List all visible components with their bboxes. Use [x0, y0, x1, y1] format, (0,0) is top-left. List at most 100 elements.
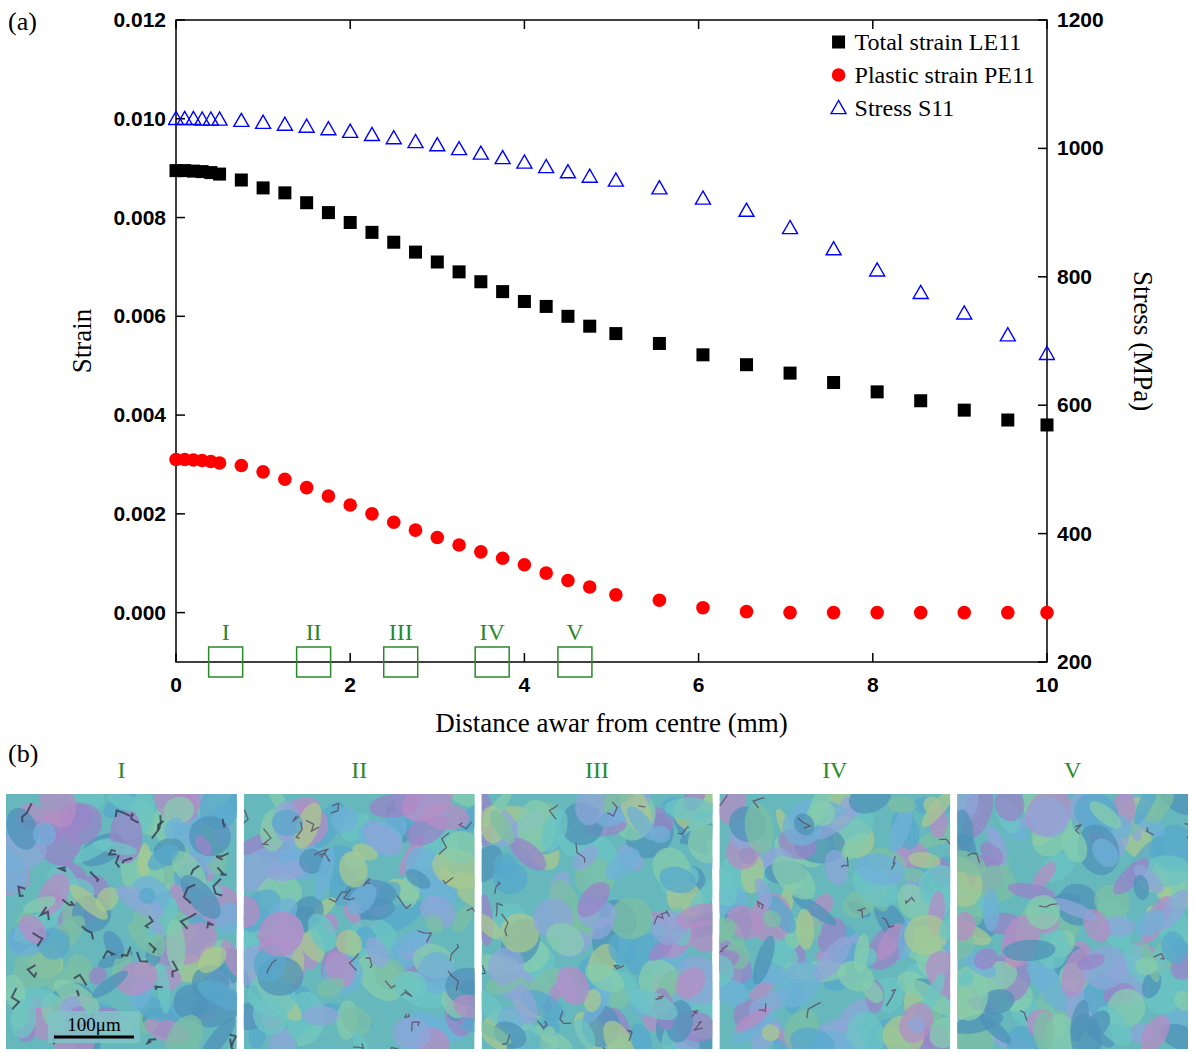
grain-boundary	[753, 798, 764, 808]
point	[387, 236, 400, 249]
x-tick	[1046, 653, 1048, 662]
grain-boundary	[967, 853, 979, 863]
point	[430, 138, 445, 151]
grain-boundary	[654, 914, 663, 924]
point	[386, 131, 401, 144]
grain	[571, 876, 616, 923]
grain-boundary	[217, 867, 226, 875]
point	[321, 122, 336, 135]
series	[169, 453, 1054, 620]
micrograph-label: I	[117, 757, 125, 783]
point	[561, 574, 575, 588]
region-label: IV	[480, 619, 506, 645]
y-tick-label: 0.006	[113, 304, 166, 327]
grain	[586, 912, 619, 944]
grain-boundary	[660, 911, 669, 917]
grain-boundary	[391, 1048, 398, 1049]
grain	[485, 806, 520, 847]
point	[561, 310, 574, 323]
grain-boundary	[906, 897, 915, 903]
grain	[193, 974, 237, 1017]
x-tick	[698, 653, 700, 662]
point	[473, 146, 488, 159]
region-box	[297, 647, 331, 677]
grain-boundary	[116, 810, 131, 817]
grain	[155, 962, 172, 1015]
grain	[674, 899, 713, 932]
grain-boundary	[91, 871, 98, 881]
grain-boundary	[502, 914, 509, 937]
grain	[394, 794, 460, 830]
grain	[186, 813, 235, 860]
x-tick	[349, 653, 351, 662]
grain	[1130, 794, 1164, 827]
grain-boundary	[293, 816, 299, 822]
grain-boundary	[1075, 825, 1081, 834]
grain-boundary	[306, 820, 319, 831]
grain	[1074, 938, 1135, 998]
grain	[669, 961, 711, 1005]
point	[871, 385, 884, 398]
grain	[8, 997, 38, 1039]
point	[256, 115, 271, 128]
y-tick	[176, 217, 185, 219]
grain-boundary	[172, 961, 177, 977]
grain	[749, 933, 780, 986]
point	[213, 456, 227, 470]
grain	[349, 1029, 377, 1049]
grain-boundary	[103, 951, 113, 958]
y2-tick	[1038, 276, 1047, 278]
grain-boundary	[614, 966, 624, 969]
point	[277, 117, 292, 130]
x-tick-label: 4	[519, 673, 531, 696]
grain	[540, 916, 590, 963]
point	[583, 580, 597, 594]
grain	[623, 982, 682, 1026]
grain	[249, 902, 313, 966]
point	[784, 367, 797, 380]
grain	[1087, 833, 1124, 872]
point	[344, 216, 357, 229]
grain	[917, 794, 950, 831]
grain-boundary	[467, 908, 475, 922]
grain-boundary	[549, 805, 557, 819]
region-box	[475, 647, 509, 677]
x-tick-label: 10	[1035, 673, 1058, 696]
legend-marker	[831, 101, 846, 114]
x-tick-top	[698, 20, 700, 29]
y2-tick-label: 200	[1057, 650, 1092, 673]
point	[740, 605, 754, 619]
grain	[1132, 874, 1151, 902]
grain	[680, 817, 712, 872]
grain	[957, 845, 990, 881]
point	[256, 465, 270, 479]
grain	[887, 796, 916, 815]
point	[518, 558, 532, 572]
plot-frame	[176, 20, 1047, 662]
y-tick-label: 0.008	[113, 206, 166, 229]
y2-axis-title: Stress (MPa)	[1128, 271, 1158, 411]
region-box	[558, 647, 592, 677]
grain-boundary	[191, 866, 199, 875]
grain	[600, 842, 645, 885]
grain	[1022, 891, 1063, 932]
grain-boundary	[1021, 1011, 1027, 1021]
grain-boundary	[603, 1047, 613, 1049]
grain-boundary	[385, 981, 395, 988]
grain	[741, 801, 777, 856]
point	[582, 169, 597, 182]
micrograph-label: II	[351, 757, 367, 783]
grain	[490, 850, 521, 882]
grain	[976, 1011, 1015, 1048]
grain	[402, 865, 434, 892]
grain-boundary	[1184, 824, 1188, 838]
x-tick	[524, 653, 526, 662]
grain-boundary	[213, 879, 222, 896]
y-tick	[176, 316, 185, 318]
grain	[573, 794, 606, 827]
grain	[795, 908, 815, 950]
grain	[1034, 1012, 1055, 1049]
point	[783, 606, 797, 620]
grain	[482, 1017, 515, 1048]
grain-boundary	[59, 867, 65, 871]
